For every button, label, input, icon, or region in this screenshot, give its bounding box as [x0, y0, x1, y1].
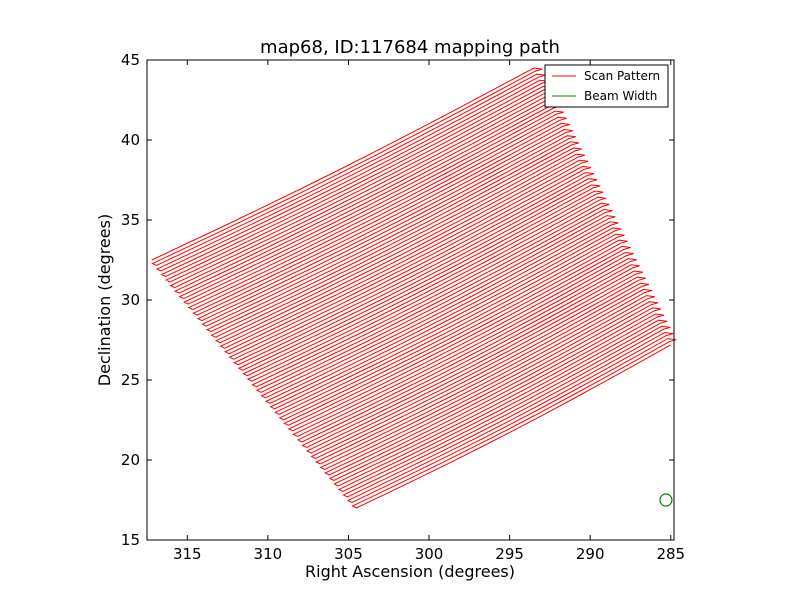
y-tick-label: 45 [121, 51, 140, 69]
chart-title: map68, ID:117684 mapping path [260, 37, 560, 58]
x-axis-title: Right Ascension (degrees) [305, 562, 515, 581]
x-tick-label: 305 [334, 545, 363, 563]
x-tick-label: 290 [576, 545, 605, 563]
x-tick-label: 295 [495, 545, 524, 563]
legend-label-scan-pattern: Scan Pattern [584, 69, 660, 83]
beam-width-circle [659, 493, 673, 507]
scan-pattern-layer [151, 67, 677, 509]
y-tick-label: 20 [121, 451, 140, 469]
y-tick-label: 15 [121, 531, 140, 549]
legend-box [544, 64, 669, 108]
y-axis-title: Declination (degrees) [95, 214, 114, 386]
y-tick-label: 30 [121, 291, 140, 309]
x-tick-label: 285 [656, 545, 685, 563]
x-tick-label: 315 [173, 545, 202, 563]
x-tick-label: 310 [254, 545, 283, 563]
x-axis-ticks: 315 310 305 300 295 290 285 [173, 60, 685, 563]
x-tick-label: 300 [415, 545, 444, 563]
beam-width-layer [659, 493, 673, 507]
y-axis-ticks: 15 20 25 30 35 40 45 [121, 51, 674, 549]
legend: Scan Pattern Beam Width [544, 64, 669, 108]
y-tick-label: 35 [121, 211, 140, 229]
scan-pattern-path [151, 67, 677, 509]
y-tick-label: 40 [121, 131, 140, 149]
legend-label-beam-width: Beam Width [584, 89, 657, 103]
y-tick-label: 25 [121, 371, 140, 389]
